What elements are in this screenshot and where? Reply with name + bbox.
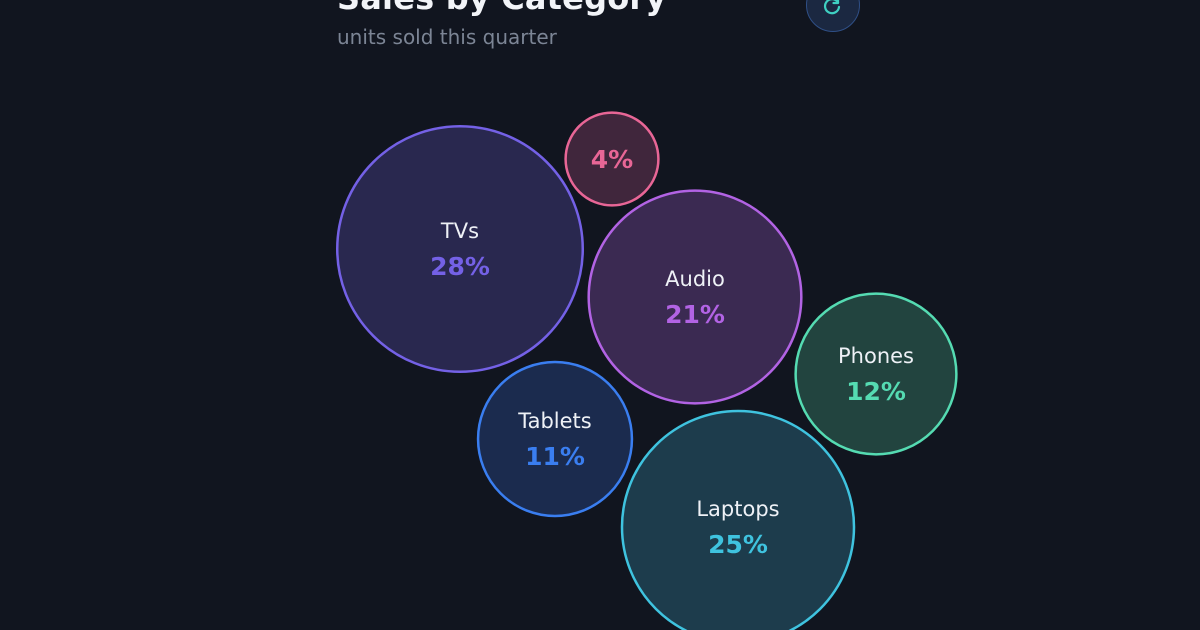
bubble-value-tvs: 28% bbox=[430, 252, 490, 281]
bubble-value-laptops: 25% bbox=[708, 530, 768, 559]
bubble-label-tablets: Tablets bbox=[517, 409, 591, 433]
bubble-value-tablets: 11% bbox=[525, 442, 585, 471]
bubble-circle-other[interactable] bbox=[564, 111, 660, 207]
bubble-label-laptops: Laptops bbox=[696, 497, 779, 521]
bubble-label-audio: Audio bbox=[665, 267, 725, 291]
bubble-tvs[interactable]: TVs 28% bbox=[335, 124, 585, 374]
refresh-icon bbox=[823, 0, 841, 15]
bubble-circle-tvs[interactable] bbox=[335, 124, 585, 374]
bubble-label-phones: Phones bbox=[838, 344, 914, 368]
bubble-circle-tablets[interactable] bbox=[476, 360, 634, 518]
bubble-other[interactable]: 4% bbox=[564, 111, 660, 207]
bubble-phones[interactable]: Phones 12% bbox=[794, 292, 958, 456]
bubble-laptops[interactable]: Laptops 25% bbox=[620, 409, 856, 630]
bubble-label-tvs: TVs bbox=[440, 219, 479, 243]
bubble-value-audio: 21% bbox=[665, 300, 725, 329]
bubble-circle-laptops[interactable] bbox=[620, 409, 856, 630]
bubble-tablets[interactable]: Tablets 11% bbox=[476, 360, 634, 518]
bubble-circle-audio[interactable] bbox=[587, 189, 803, 405]
chart-subtitle: units sold this quarter bbox=[337, 25, 557, 49]
chart-title: Sales by Category bbox=[337, 0, 666, 17]
bubble-value-phones: 12% bbox=[846, 377, 906, 406]
bubble-value-other: 4% bbox=[591, 145, 633, 174]
bubble-circle-phones[interactable] bbox=[794, 292, 958, 456]
bubble-audio[interactable]: Audio 21% bbox=[587, 189, 803, 405]
